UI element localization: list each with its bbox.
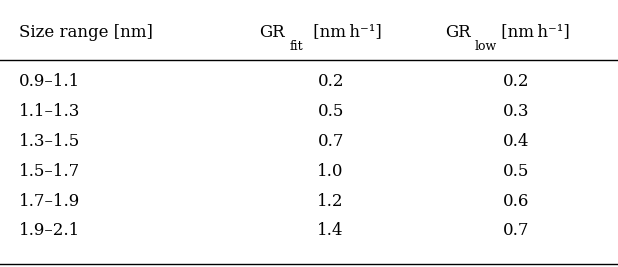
Text: 0.6: 0.6 [503, 193, 529, 210]
Text: [nm h⁻¹]: [nm h⁻¹] [308, 23, 381, 41]
Text: 0.5: 0.5 [318, 103, 344, 120]
Text: 0.7: 0.7 [503, 222, 529, 239]
Text: 1.0: 1.0 [318, 163, 344, 180]
Text: 0.3: 0.3 [503, 103, 529, 120]
Text: 1.4: 1.4 [318, 222, 344, 239]
Text: 1.1–1.3: 1.1–1.3 [19, 103, 80, 120]
Text: 0.5: 0.5 [503, 163, 529, 180]
Text: 1.7–1.9: 1.7–1.9 [19, 193, 80, 210]
Text: 1.5–1.7: 1.5–1.7 [19, 163, 80, 180]
Text: fit: fit [289, 40, 303, 53]
Text: GR: GR [445, 23, 470, 41]
Text: [nm h⁻¹]: [nm h⁻¹] [496, 23, 569, 41]
Text: 0.7: 0.7 [318, 133, 344, 150]
Text: GR: GR [260, 23, 285, 41]
Text: 1.2: 1.2 [318, 193, 344, 210]
Text: 0.4: 0.4 [503, 133, 529, 150]
Text: 1.9–2.1: 1.9–2.1 [19, 222, 80, 239]
Text: 0.9–1.1: 0.9–1.1 [19, 73, 80, 90]
Text: 1.3–1.5: 1.3–1.5 [19, 133, 80, 150]
Text: low: low [475, 40, 497, 53]
Text: 0.2: 0.2 [503, 73, 529, 90]
Text: 0.2: 0.2 [318, 73, 344, 90]
Text: Size range [nm]: Size range [nm] [19, 23, 153, 41]
